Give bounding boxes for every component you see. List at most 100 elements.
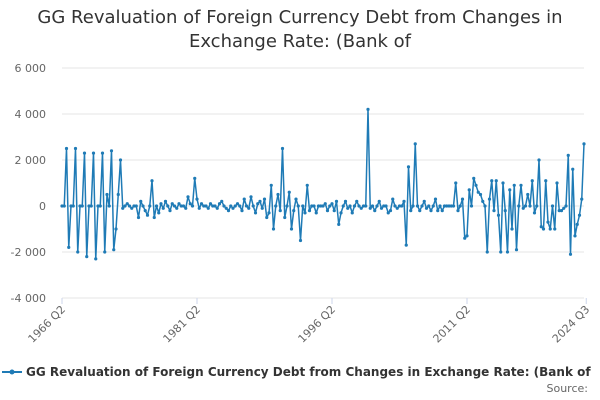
data-point[interactable] [172,204,177,208]
data-point[interactable] [332,209,336,213]
data-point[interactable] [508,188,512,192]
data-point[interactable] [116,192,120,197]
data-point[interactable] [100,151,105,155]
data-point[interactable] [265,215,269,220]
data-point[interactable] [469,204,474,208]
data-point[interactable] [557,209,561,213]
data-point[interactable] [422,199,426,203]
data-point[interactable] [217,202,222,206]
data-point[interactable] [181,204,186,208]
data-point[interactable] [386,211,390,215]
data-point[interactable] [197,206,201,210]
data-point[interactable] [485,250,489,254]
data-point[interactable] [222,204,226,208]
data-point[interactable] [463,236,467,240]
data-point[interactable] [188,202,192,206]
data-point[interactable] [78,204,82,208]
data-point[interactable] [478,192,483,197]
data-point[interactable] [375,204,379,208]
data-point[interactable] [114,227,118,231]
data-point[interactable] [364,204,368,208]
data-point[interactable] [562,206,566,210]
data-point[interactable] [107,204,111,208]
data-point[interactable] [427,204,431,208]
data-point[interactable] [150,179,154,183]
data-point[interactable] [307,209,312,213]
data-point[interactable] [573,234,577,238]
data-point[interactable] [433,197,438,201]
data-point[interactable] [316,204,321,208]
data-point[interactable] [503,209,507,213]
data-point[interactable] [359,206,363,210]
data-point[interactable] [215,206,219,210]
data-point[interactable] [384,204,388,208]
data-point[interactable] [229,204,233,208]
data-point[interactable] [357,204,361,208]
data-point[interactable] [157,211,161,215]
data-point[interactable] [341,204,345,208]
data-point[interactable] [397,204,402,208]
data-point[interactable] [487,197,492,201]
data-point[interactable] [154,204,159,208]
data-point[interactable] [303,211,307,215]
data-point[interactable] [429,209,433,213]
data-point[interactable] [105,192,109,197]
data-point[interactable] [346,206,350,210]
data-point[interactable] [233,204,237,208]
data-point[interactable] [415,204,420,208]
data-point[interactable] [343,199,348,203]
data-point[interactable] [109,149,114,153]
data-point[interactable] [305,183,309,187]
data-point[interactable] [204,204,208,208]
data-point[interactable] [240,209,244,213]
data-point[interactable] [406,165,411,169]
data-point[interactable] [330,202,334,206]
data-point[interactable] [91,151,96,155]
data-point[interactable] [445,204,449,208]
data-point[interactable] [319,204,323,208]
data-point[interactable] [71,204,75,208]
data-point[interactable] [438,204,442,208]
data-point[interactable] [431,204,435,208]
data-point[interactable] [476,190,480,194]
data-point[interactable] [517,204,521,208]
data-point[interactable] [96,204,100,208]
data-point[interactable] [564,204,568,208]
data-point[interactable] [134,204,138,208]
data-point[interactable] [393,204,397,208]
data-point[interactable] [103,250,107,254]
data-point[interactable] [361,204,366,208]
data-point[interactable] [202,204,206,208]
data-point[interactable] [199,202,204,206]
data-point[interactable] [64,146,69,151]
data-point[interactable] [566,153,570,157]
data-point[interactable] [170,202,174,206]
data-point[interactable] [80,204,84,208]
data-point[interactable] [148,204,152,208]
data-point[interactable] [402,199,406,203]
data-point[interactable] [539,225,543,229]
data-point[interactable] [460,197,465,201]
data-point[interactable] [559,209,564,213]
data-point[interactable] [132,204,136,208]
data-point[interactable] [289,227,294,231]
data-point[interactable] [456,209,460,213]
data-point[interactable] [280,146,285,151]
data-point[interactable] [278,209,282,213]
data-point[interactable] [226,209,231,213]
data-point[interactable] [474,183,478,187]
data-point[interactable] [235,202,240,206]
data-point[interactable] [190,204,195,208]
data-point[interactable] [118,158,123,162]
data-point[interactable] [465,234,469,238]
data-point[interactable] [352,204,357,208]
data-point[interactable] [283,215,287,220]
data-point[interactable] [67,245,71,249]
data-point[interactable] [271,227,276,231]
data-point[interactable] [136,215,141,220]
data-point[interactable] [231,206,235,210]
data-point[interactable] [179,204,183,208]
data-point[interactable] [296,204,300,208]
data-point[interactable] [388,209,393,213]
data-point[interactable] [274,204,278,208]
